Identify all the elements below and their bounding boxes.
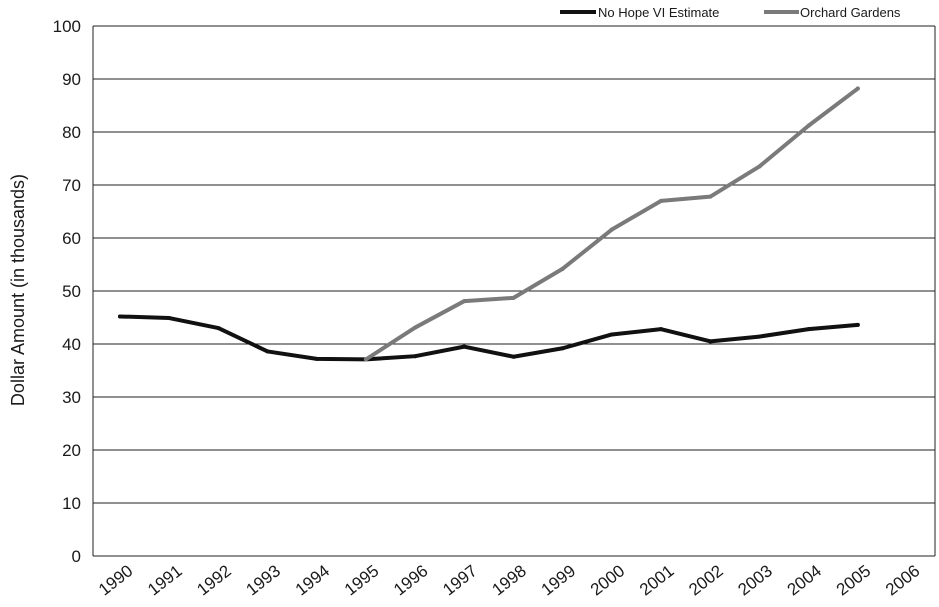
data-point (413, 354, 418, 359)
y-tick-label: 50 (62, 282, 81, 301)
grid-lines (92, 25, 936, 557)
y-tick-label: 20 (62, 441, 81, 460)
x-tick-label: 1997 (439, 561, 481, 599)
legend: No Hope VI Estimate Orchard Gardens (560, 5, 901, 20)
data-point (511, 354, 516, 359)
data-point (216, 326, 221, 331)
x-tick-label: 2000 (587, 561, 629, 599)
data-point (609, 227, 614, 232)
series-line-orchard-gardens (363, 86, 860, 362)
x-tick-label: 2006 (882, 561, 924, 599)
data-point (855, 322, 860, 327)
data-point (708, 339, 713, 344)
data-point (609, 332, 614, 337)
x-tick-label: 2004 (784, 561, 826, 599)
series-line-no-hope-vi-estimate (118, 314, 860, 362)
y-tick-label: 80 (62, 123, 81, 142)
x-tick-label: 1998 (488, 561, 530, 599)
x-tick-label: 2005 (833, 561, 875, 599)
data-point (560, 266, 565, 271)
data-point (855, 86, 860, 91)
data-point (659, 327, 664, 332)
data-point (560, 346, 565, 351)
y-tick-label: 40 (62, 335, 81, 354)
y-tick-labels: 0 10 20 30 40 50 60 70 80 90 100 (53, 17, 81, 566)
x-tick-label: 1992 (193, 561, 235, 599)
x-tick-label: 1999 (538, 561, 580, 599)
data-point (708, 194, 713, 199)
data-point (806, 123, 811, 128)
x-tick-label: 2001 (636, 561, 678, 599)
data-point (806, 327, 811, 332)
data-point (757, 334, 762, 339)
y-tick-label: 10 (62, 494, 81, 513)
data-point (462, 299, 467, 304)
x-tick-labels: 1990 1991 1992 1993 1994 1995 1996 1997 1998 1999… (95, 561, 924, 599)
data-point (462, 344, 467, 349)
y-tick-label: 30 (62, 388, 81, 407)
x-tick-label: 1990 (95, 561, 137, 599)
x-tick-label: 2003 (734, 561, 776, 599)
series-lines (118, 86, 860, 362)
y-tick-label: 90 (62, 70, 81, 89)
data-point (413, 325, 418, 330)
y-tick-label: 0 (72, 547, 81, 566)
x-tick-label: 2002 (685, 561, 727, 599)
data-point (363, 357, 368, 362)
y-axis-title: Dollar Amount (in thousands) (8, 174, 28, 406)
legend-label-no-hope-vi: No Hope VI Estimate (598, 5, 719, 20)
y-tick-label: 60 (62, 229, 81, 248)
data-point (511, 295, 516, 300)
x-tick-label: 1996 (390, 561, 432, 599)
legend-label-orchard-gardens: Orchard Gardens (800, 5, 901, 20)
x-tick-label: 1994 (292, 561, 334, 599)
x-tick-label: 1993 (243, 561, 285, 599)
data-point (659, 198, 664, 203)
data-point (118, 314, 122, 319)
x-tick-label: 1995 (341, 561, 383, 599)
data-point (167, 316, 172, 321)
y-tick-label: 70 (62, 176, 81, 195)
y-tick-label: 100 (53, 17, 81, 36)
data-point (314, 356, 319, 361)
x-tick-label: 1991 (144, 561, 186, 599)
data-point (757, 164, 762, 169)
data-point (265, 349, 270, 354)
